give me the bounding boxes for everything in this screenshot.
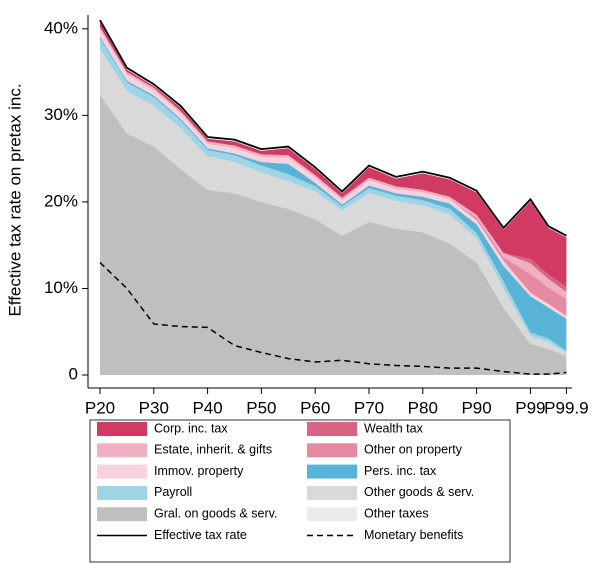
x-tick-label: P30 (139, 398, 169, 417)
x-tick-label: P70 (354, 398, 384, 417)
area (100, 48, 567, 356)
legend-label: Monetary benefits (364, 528, 463, 542)
x-tick-label: P60 (300, 398, 330, 417)
x-tick-label: P99.9 (544, 398, 588, 417)
legend-swatch (97, 507, 147, 522)
legend-label: Effective tax rate (154, 528, 247, 542)
legend-swatch (307, 443, 357, 458)
legend-swatch (97, 422, 147, 436)
legend-box (89, 419, 511, 563)
legend-label: Gral. on goods & serv. (154, 506, 277, 520)
legend-swatch (97, 485, 147, 500)
legend-label: Corp. inc. tax (154, 421, 228, 435)
legend-swatch (307, 485, 357, 500)
x-tick-label: P90 (461, 398, 491, 417)
legend-label: Wealth tax (364, 421, 424, 435)
legend-swatch (307, 507, 357, 522)
x-tick-label: P99 (515, 398, 545, 417)
y-axis-label: Effective tax rate on pretax inc. (5, 83, 24, 316)
y-tick-label: 40% (44, 18, 78, 37)
legend-label: Other goods & serv. (364, 485, 474, 499)
legend-swatch (97, 443, 147, 458)
area (100, 94, 567, 376)
legend-label: Immov. property (154, 464, 244, 478)
x-tick-label: P20 (85, 398, 115, 417)
x-tick-label: P50 (246, 398, 276, 417)
legend-label: Pers. inc. tax (364, 464, 437, 478)
legend-label: Estate, inherit. & gifts (154, 443, 272, 457)
x-tick-label: P80 (408, 398, 438, 417)
y-tick-label: 10% (44, 278, 78, 297)
y-tick-label: 0 (69, 365, 78, 384)
legend-label: Payroll (154, 485, 192, 499)
line (99, 19, 567, 237)
legend-swatch (307, 422, 357, 436)
x-tick-label: P40 (192, 398, 222, 417)
legend-swatch (307, 464, 357, 479)
legend-label: Other taxes (364, 506, 429, 520)
y-tick-label: 20% (44, 191, 78, 210)
legend-label: Other on property (364, 443, 463, 457)
legend-swatch (97, 464, 147, 479)
y-tick-label: 30% (44, 105, 78, 124)
